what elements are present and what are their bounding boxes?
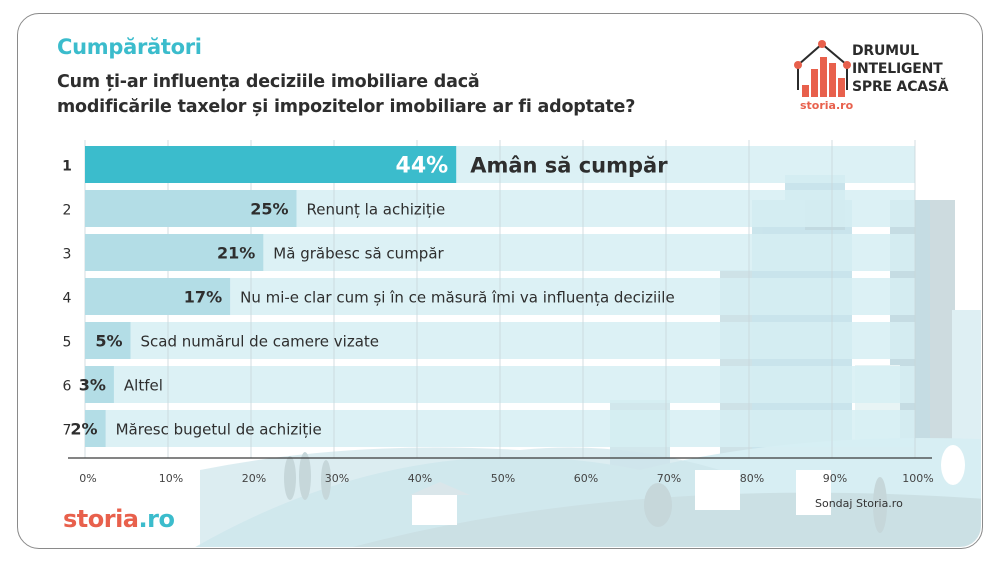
x-tick-label: 70% [657,472,681,485]
bar [85,278,231,315]
chart-question: Cum ți-ar influența deciziile imobiliare… [57,70,635,120]
rank-label: 2 [63,203,72,219]
category-label: Măresc bugetul de achiziție [116,421,322,439]
category-label: Amân să cumpăr [470,154,668,178]
rank-label: 6 [63,379,72,395]
x-tick-label: 50% [491,472,515,485]
x-tick-label: 60% [574,472,598,485]
bar [85,410,106,447]
section-title: Cumpărători [57,35,202,59]
bar [85,146,457,183]
question-line-1: Cum ți-ar influența deciziile imobiliare… [57,72,480,92]
x-tick-label: 100% [902,472,933,485]
brand-part-storia: storia [63,505,139,533]
rank-label: 5 [63,335,72,351]
x-tick-label: 40% [408,472,432,485]
value-label: 25% [250,200,288,219]
category-label: Altfel [124,377,163,395]
bar [85,234,264,271]
question-line-2: modificările taxelor și impozitelor imob… [57,97,636,117]
value-label: 5% [95,332,122,351]
source-note: Sondaj Storia.ro [815,497,903,510]
logo-text: DRUMUL INTELIGENT SPRE ACASĂ [852,42,949,96]
rank-label: 1 [62,159,72,175]
x-tick-label: 30% [325,472,349,485]
logo-line-3: SPRE ACASĂ [852,79,949,95]
rank-label: 3 [63,247,72,263]
value-label: 2% [70,420,97,439]
x-tick-label: 90% [823,472,847,485]
value-label: 17% [184,288,222,307]
value-label: 21% [217,244,255,263]
logo-line-1: DRUMUL [852,43,919,59]
x-tick-label: 10% [159,472,183,485]
storia-brand-logo: storia.ro [63,505,175,533]
drumul-inteligent-logo-icon [794,40,851,97]
x-tick-label: 0% [79,472,96,485]
rank-label: 7 [63,423,72,439]
logo-line-2: INTELIGENT [852,61,943,77]
bar [85,322,131,359]
x-tick-label: 80% [740,472,764,485]
category-label: Renunț la achiziție [307,201,446,219]
bar [85,190,297,227]
value-label: 3% [79,376,106,395]
category-label: Nu mi-e clar cum și în ce măsură îmi va … [240,289,675,307]
rank-label: 4 [63,291,72,307]
brand-part-ro: .ro [138,505,175,533]
value-label: 44% [396,154,449,179]
logo-brand-small-text: storia.ro [800,99,854,112]
category-label: Scad numărul de camere vizate [141,333,380,351]
bar [85,366,114,403]
logo-brand-small: storia.ro [800,99,853,112]
category-label: Mă grăbesc să cumpăr [273,245,444,263]
x-tick-label: 20% [242,472,266,485]
